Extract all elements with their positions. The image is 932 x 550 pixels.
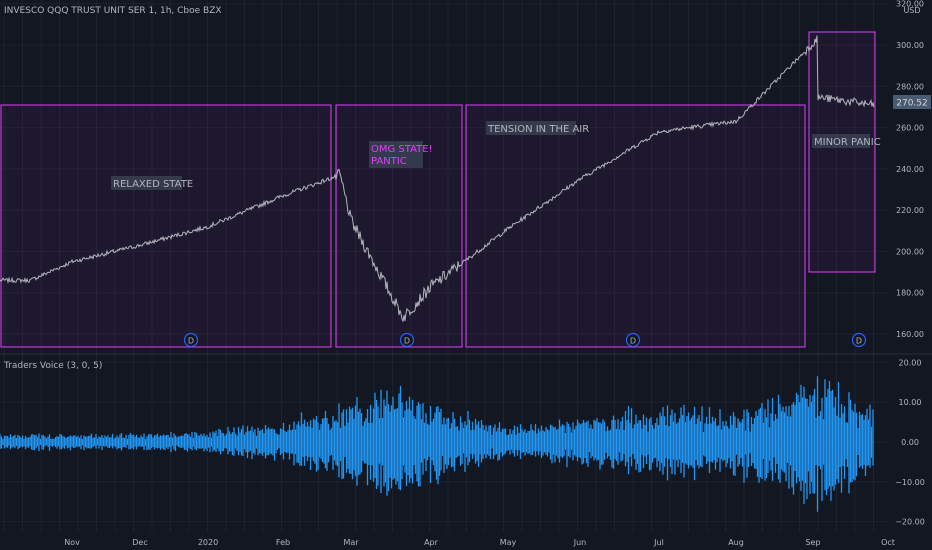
time-tick-label: 2020	[198, 538, 218, 547]
dividend-marker-label: D	[404, 337, 410, 346]
time-tick-label: May	[500, 538, 517, 547]
last-price-label: 270.52	[896, 99, 928, 109]
label-bg-relaxed	[111, 176, 182, 190]
price-tick-label: 220.00	[896, 206, 924, 215]
annotation-tension[interactable]: TENSION IN THE AIR	[487, 124, 589, 135]
box-minor-panic[interactable]	[808, 31, 876, 273]
annotation-boxes	[0, 31, 876, 348]
symbol-title[interactable]: INVESCO QQQ TRUST UNIT SER 1, 1h, Cboe B…	[4, 6, 222, 16]
price-axis-unit: USD	[903, 6, 920, 15]
indicator-axis[interactable]: 20.00 10.00 0.00 −10.00 −20.00	[895, 358, 925, 526]
indicator-tick-label: 20.00	[899, 358, 922, 367]
time-tick-label: Apr	[424, 538, 439, 547]
price-tick-label: 300.00	[896, 41, 924, 50]
time-tick-label: Sep	[805, 538, 820, 547]
price-axis[interactable]: USD 320.00 300.00 280.00 260.00 240.00 220.00…	[896, 0, 924, 339]
box-tension[interactable]	[465, 104, 806, 348]
time-tick-label: Feb	[276, 538, 290, 547]
last-price-badge[interactable]: 270.52	[893, 95, 931, 109]
dividend-marker-label: D	[856, 337, 862, 346]
price-tick-label: 240.00	[896, 165, 924, 174]
dividend-marker-label: D	[188, 337, 194, 346]
box-relaxed[interactable]	[0, 104, 332, 348]
price-tick-label: 320.00	[896, 0, 924, 9]
price-tick-label: 200.00	[896, 247, 924, 256]
annotation-minor-panic[interactable]: MINOR PANIC	[814, 137, 881, 148]
time-tick-label: Aug	[728, 538, 744, 547]
indicator-tick-label: 10.00	[899, 398, 922, 407]
time-tick-label: Dec	[132, 538, 147, 547]
price-series	[0, 35, 875, 322]
time-tick-label: Mar	[343, 538, 359, 547]
indicator-tick-label: −10.00	[895, 478, 925, 487]
time-tick-label: Oct	[881, 538, 895, 547]
price-line[interactable]	[0, 35, 875, 322]
dividend-marker[interactable]: D	[399, 332, 415, 348]
label-bg-tension	[486, 121, 576, 135]
time-tick-label: Jun	[573, 538, 587, 547]
time-tick-label: Jul	[653, 538, 664, 547]
annotation-omg-line1[interactable]: OMG STATE!	[371, 144, 433, 155]
annotation-relaxed[interactable]: RELAXED STATE	[113, 179, 193, 190]
annotation-labels: RELAXED STATE OMG STATE! PANTIC TENSION …	[111, 121, 881, 190]
dividend-marker-label: D	[630, 337, 636, 346]
dividend-marker[interactable]: D	[625, 332, 641, 348]
dividend-markers: D D D D	[183, 332, 867, 348]
time-axis[interactable]: Nov Dec 2020 Feb Mar Apr May Jun Jul Aug Sep Oct	[64, 538, 895, 547]
label-bg-omg	[369, 141, 423, 168]
annotation-omg-line2[interactable]: PANTIC	[371, 156, 407, 167]
time-tick-label: Nov	[64, 538, 80, 547]
price-tick-label: 280.00	[896, 82, 924, 91]
dividend-marker[interactable]: D	[851, 332, 867, 348]
dividend-marker[interactable]: D	[183, 332, 199, 348]
indicator-tick-label: 0.00	[901, 438, 919, 447]
price-tick-label: 160.00	[896, 330, 924, 339]
price-tick-label: 260.00	[896, 124, 924, 133]
label-bg-minor-panic	[812, 134, 870, 148]
price-tick-label: 180.00	[896, 289, 924, 298]
oscillator-series	[0, 376, 874, 512]
indicator-tick-label: −20.00	[895, 518, 925, 527]
indicator-title[interactable]: Traders Voice (3, 0, 5)	[3, 361, 102, 371]
